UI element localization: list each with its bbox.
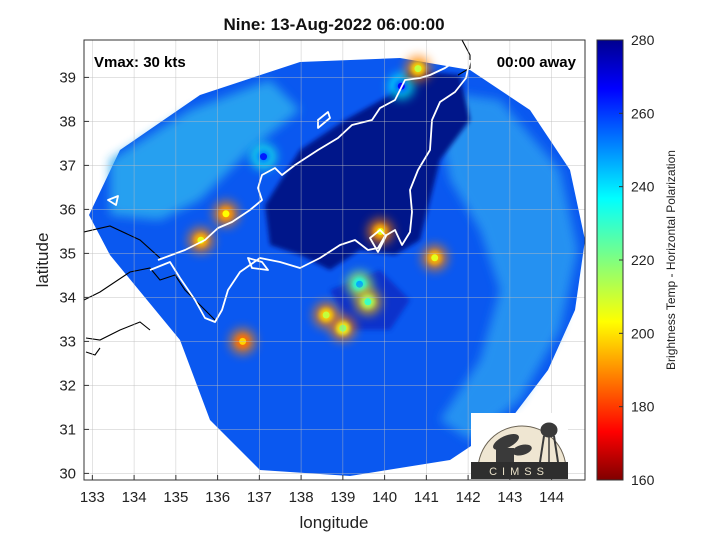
y-tick-label: 36 bbox=[59, 201, 76, 218]
y-axis-ticks: 30 31 32 33 34 35 36 37 38 39 bbox=[59, 69, 89, 482]
y-tick-label: 37 bbox=[59, 157, 76, 174]
colorbar-tick-label: 200 bbox=[631, 325, 655, 341]
logo-band bbox=[471, 462, 568, 479]
y-tick-label: 35 bbox=[59, 245, 76, 262]
x-axis-ticks: 133 134 135 136 137 138 139 140 141 142 143 144 bbox=[80, 475, 564, 506]
time-away-annotation: 00:00 away bbox=[497, 54, 577, 71]
colorbar-tick-label: 260 bbox=[631, 105, 655, 121]
cimss-logo: CIMSS bbox=[471, 413, 568, 479]
x-tick-label: 140 bbox=[372, 489, 397, 506]
swath-light-band bbox=[430, 90, 578, 440]
chart-title: Nine: 13-Aug-2022 06:00:00 bbox=[223, 15, 444, 34]
cold-cell-2 bbox=[250, 143, 277, 170]
cold-cell-8 bbox=[313, 302, 340, 328]
y-tick-label: 34 bbox=[59, 289, 76, 306]
colorbar-tick-label: 240 bbox=[631, 179, 655, 195]
logo-dish-icon bbox=[493, 433, 532, 462]
colorbar-tick-label: 160 bbox=[631, 472, 655, 488]
x-tick-label: 135 bbox=[163, 489, 188, 506]
swath-nw-band bbox=[110, 80, 300, 220]
colorbar: 160 180 200 220 240 260 280 Brightness Temp - … bbox=[596, 32, 678, 488]
vmax-annotation: Vmax: 30 kts bbox=[94, 54, 186, 71]
cold-cell-3 bbox=[212, 200, 239, 227]
swath-dark-region bbox=[265, 70, 470, 270]
colorbar-tick-label: 280 bbox=[631, 32, 655, 48]
x-axis-label: longitude bbox=[299, 513, 368, 532]
y-tick-label: 32 bbox=[59, 377, 76, 394]
x-tick-label: 138 bbox=[289, 489, 314, 506]
x-tick-label: 133 bbox=[80, 489, 105, 506]
cold-cell-10 bbox=[421, 244, 448, 271]
cold-cell-1 bbox=[405, 55, 431, 82]
colorbar-tick-label: 180 bbox=[631, 399, 655, 415]
x-tick-label: 134 bbox=[122, 489, 147, 506]
y-tick-label: 30 bbox=[59, 465, 76, 482]
x-tick-label: 143 bbox=[497, 489, 522, 506]
colorbar-ticks: 160 180 200 220 240 260 280 bbox=[619, 32, 655, 488]
colorbar-label: Brightness Temp - Horizontal Polarizatio… bbox=[664, 150, 678, 370]
plot-frame bbox=[83, 39, 586, 481]
x-tick-label: 137 bbox=[247, 489, 272, 506]
y-tick-label: 39 bbox=[59, 69, 76, 86]
x-tick-label: 144 bbox=[539, 489, 564, 506]
cold-cell-6 bbox=[354, 288, 381, 315]
y-axis-label: latitude bbox=[33, 233, 52, 288]
logo-water-tower-icon bbox=[539, 422, 559, 463]
logo-text: CIMSS bbox=[489, 466, 549, 478]
colorbar-tick-label: 220 bbox=[631, 252, 655, 268]
x-tick-label: 139 bbox=[330, 489, 355, 506]
brightness-temperature-swath bbox=[89, 55, 585, 476]
cold-cell-4 bbox=[187, 227, 214, 254]
x-tick-label: 136 bbox=[205, 489, 230, 506]
x-tick-label: 142 bbox=[456, 489, 481, 506]
x-tick-label: 141 bbox=[414, 489, 439, 506]
y-tick-label: 31 bbox=[59, 421, 76, 438]
y-tick-label: 38 bbox=[59, 113, 76, 130]
y-tick-label: 33 bbox=[59, 333, 76, 350]
